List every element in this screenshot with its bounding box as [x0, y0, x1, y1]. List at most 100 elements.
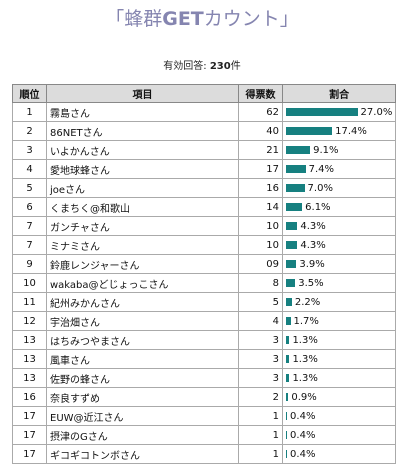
row: 2 86NETさん 40 17.4%	[12, 121, 397, 141]
item: ガンチャさん	[46, 216, 239, 236]
answers-unit: 件	[230, 61, 241, 72]
column-header: 順位	[12, 84, 47, 103]
share: 9.1%	[313, 144, 339, 156]
item: 奈良すずめ	[46, 387, 239, 407]
votes: 1	[238, 425, 283, 445]
share: 1.3%	[292, 334, 318, 346]
row: 13 はちみつやまさん 3 1.3%	[12, 330, 397, 350]
item: 宇治畑さん	[46, 311, 239, 331]
share-cell: 0.9%	[281, 387, 397, 407]
row: 9 鈴鹿レンジャーさん 09 3.9%	[12, 254, 397, 274]
item: 86NETさん	[46, 121, 239, 141]
share-cell: 0.4%	[281, 425, 397, 445]
votes: 3	[238, 330, 283, 350]
votes: 3	[238, 349, 283, 369]
answers-count: 230	[209, 61, 231, 72]
share-bar	[286, 259, 297, 268]
share-bar	[286, 164, 306, 173]
share: 2.2%	[294, 296, 321, 308]
share: 4.3%	[300, 220, 326, 232]
row: 4 愛地球蜂さん 17 7.4%	[12, 159, 397, 179]
share-cell: 9.1%	[281, 140, 397, 160]
row: 11 紀州みかんさん 5 2.2%	[12, 292, 397, 312]
share-bar	[286, 449, 288, 458]
share: 0.4%	[290, 410, 316, 422]
item: 霧島さん	[46, 102, 239, 122]
row: 10 wakaba@どじょっこさん 8 3.5%	[12, 273, 397, 293]
item: ミナミさん	[46, 235, 239, 255]
share: 7.0%	[307, 182, 333, 194]
row: 12 宇治畑さん 4 1.7%	[12, 311, 397, 331]
rank: 2	[12, 121, 47, 141]
votes: 4	[238, 311, 283, 331]
share-cell: 7.0%	[281, 178, 397, 198]
share-bar	[286, 430, 288, 439]
rank: 10	[12, 273, 47, 293]
share: 0.4%	[290, 448, 316, 460]
votes: 8	[238, 273, 283, 293]
share-bar	[286, 202, 303, 211]
share-cell: 7.4%	[281, 159, 397, 179]
share: 3.5%	[298, 277, 324, 289]
rank: 13	[12, 330, 47, 350]
share: 7.4%	[308, 163, 335, 175]
item: いよかんさん	[46, 140, 239, 160]
votes: 3	[238, 368, 283, 388]
share-bar	[286, 221, 298, 230]
share-cell: 0.4%	[281, 406, 397, 426]
rank: 6	[12, 197, 47, 217]
row: 13 風車さん 3 1.3%	[12, 349, 397, 369]
votes: 1	[238, 406, 283, 426]
share-cell: 6.1%	[281, 197, 397, 217]
rank: 7	[12, 216, 47, 236]
votes: 1	[238, 444, 283, 464]
row: 16 奈良すずめ 2 0.9%	[12, 387, 397, 407]
share-bar	[286, 240, 298, 249]
title-start: 「蜂群	[105, 8, 163, 30]
share-bar	[286, 411, 288, 420]
item: joeさん	[46, 178, 239, 198]
share-cell: 1.3%	[281, 330, 397, 350]
column-header: 割合	[281, 84, 397, 103]
share-cell: 1.3%	[281, 368, 397, 388]
share-bar	[286, 297, 292, 306]
rank: 9	[12, 254, 47, 274]
share-bar	[286, 354, 290, 363]
item: 摂津のGさん	[46, 425, 239, 445]
share: 0.4%	[290, 429, 316, 441]
share: 17.4%	[335, 125, 367, 137]
row: 1 霧島さん 62 27.0%	[12, 102, 397, 122]
rank: 13	[12, 349, 47, 369]
share-bar	[286, 107, 358, 116]
item: くまちく@和歌山	[46, 197, 239, 217]
rank: 12	[12, 311, 47, 331]
share: 1.3%	[292, 372, 318, 384]
title-bold: GET	[162, 8, 204, 30]
votes: 14	[238, 197, 283, 217]
item: 風車さん	[46, 349, 239, 369]
table-body: 1 霧島さん 62 27.0% 2 86NETさん 40 17.4% 3 いよかんさん 21 9.1%…	[12, 102, 397, 464]
share-bar	[286, 373, 290, 382]
share-bar	[286, 145, 311, 154]
rank: 16	[12, 387, 47, 407]
share: 1.3%	[292, 353, 318, 365]
item: はちみつやまさん	[46, 330, 239, 350]
votes: 09	[238, 254, 283, 274]
header-row: 順位 項目 得票数 割合	[12, 84, 397, 103]
item: ギコギコトンボさん	[46, 444, 239, 464]
item: 鈴鹿レンジャーさん	[46, 254, 239, 274]
row: 13 佐野の蜂さん 3 1.3%	[12, 368, 397, 388]
rank: 7	[12, 235, 47, 255]
item: 愛地球蜂さん	[46, 159, 239, 179]
share-cell: 4.3%	[281, 216, 397, 236]
rank: 17	[12, 406, 47, 426]
row: 3 いよかんさん 21 9.1%	[12, 140, 397, 160]
column-header: 得票数	[238, 84, 283, 103]
votes: 10	[238, 235, 283, 255]
share-cell: 1.7%	[281, 311, 397, 331]
share-cell: 0.4%	[281, 444, 397, 464]
rank: 17	[12, 444, 47, 464]
votes: 5	[238, 292, 283, 312]
votes: 17	[238, 159, 283, 179]
